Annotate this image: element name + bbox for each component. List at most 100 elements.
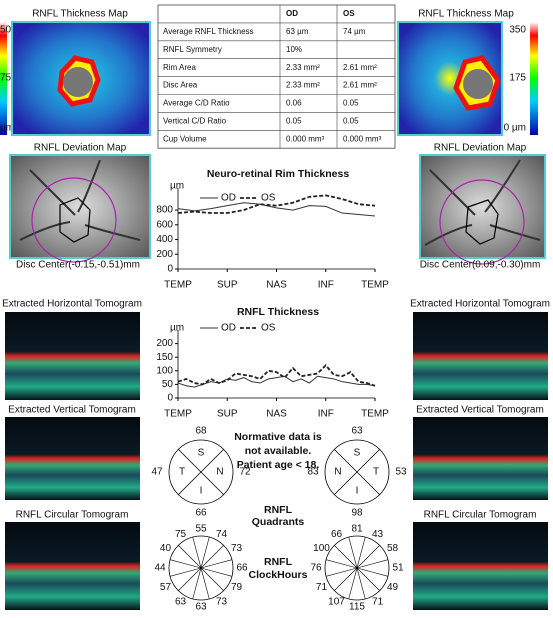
quadrant-value: 53	[395, 467, 407, 478]
clock-divider	[348, 567, 358, 599]
clock-value: 76	[310, 563, 322, 574]
quadrant-circle	[168, 439, 234, 505]
clock-value: 55	[195, 524, 207, 535]
clock-value: 66	[331, 529, 343, 540]
deviation-map	[9, 154, 151, 263]
clock-value: 71	[372, 596, 384, 607]
x-tick-label: TEMP	[164, 409, 192, 420]
clock-value: 71	[316, 582, 328, 593]
clock-value: 57	[160, 582, 172, 593]
clock-divider	[356, 537, 366, 569]
section-title: Quadrants	[252, 516, 305, 528]
quadrant-value: 98	[351, 508, 363, 519]
table-cell: 0.05	[286, 116, 302, 125]
table-cell: 0.05	[343, 116, 359, 125]
clock-divider	[356, 559, 388, 569]
clock-divider	[326, 567, 358, 577]
table-cell: 2.61 mm²	[343, 81, 377, 90]
clock-divider	[356, 567, 366, 599]
y-tick-label: 0	[167, 264, 173, 275]
section-title: RNFL	[264, 504, 293, 516]
thickness-map	[397, 21, 503, 136]
disc-center: Disc Center(0.09,-0.30)mm	[420, 260, 541, 271]
note: Patient age < 18.	[237, 459, 320, 471]
clock-value: 63	[175, 596, 187, 607]
quadrant-value: 72	[239, 467, 251, 478]
y-axis-label: µm	[170, 323, 184, 334]
x-tick-label: INF	[318, 280, 334, 291]
disc-center: Disc Center(-0.15,-0.51)mm	[16, 260, 140, 271]
quadrant-letter: T	[373, 467, 379, 478]
table-cell: 2.61 mm²	[343, 63, 377, 72]
y-tick-label: 50	[162, 379, 174, 390]
scale-label: 75	[0, 73, 12, 84]
panel-title: Extracted Vertical Tomogram	[416, 405, 544, 416]
clock-divider	[356, 567, 388, 577]
y-tick-label: 200	[156, 249, 173, 260]
quadrant-circle	[324, 439, 390, 505]
clock-value: 44	[154, 563, 166, 574]
quadrant-letter: T	[179, 467, 185, 478]
x-tick-label: SUP	[217, 280, 238, 291]
clock-circle	[168, 535, 234, 601]
chart-title: RNFL Thickness	[237, 306, 319, 318]
quadrant-value: 63	[351, 426, 363, 437]
scale-label: 50	[0, 25, 12, 36]
panel-title: RNFL Thickness Map	[32, 9, 128, 20]
panel-title: RNFL Deviation Map	[434, 143, 527, 154]
clock-divider	[200, 567, 224, 591]
panel-title: RNFL Thickness Map	[418, 9, 514, 20]
clock-divider	[192, 537, 202, 569]
chart-title: Neuro-retinal Rim Thickness	[207, 168, 350, 180]
tomogram	[5, 417, 140, 500]
table-header: OD	[286, 9, 298, 18]
table-cell: 0.000 mm³	[286, 134, 325, 143]
legend-label: OD	[221, 323, 236, 334]
quadrant-value: 47	[151, 467, 163, 478]
y-tick-label: 0	[167, 393, 173, 404]
clock-divider	[178, 545, 202, 569]
series-line	[177, 364, 376, 387]
scale-label: µm	[0, 123, 14, 134]
x-tick-label: TEMP	[361, 280, 389, 291]
clock-divider	[326, 559, 358, 569]
tomogram	[5, 522, 140, 610]
table-cell: 63 µm	[286, 27, 309, 36]
quadrant-value: 66	[195, 508, 207, 519]
clock-divider	[200, 567, 210, 599]
clock-value: 75	[175, 529, 187, 540]
panel-title: RNFL Deviation Map	[34, 143, 127, 154]
y-tick-label: 400	[156, 234, 173, 245]
series-line	[177, 194, 376, 214]
thickness-map	[11, 21, 151, 136]
panel-title: Extracted Vertical Tomogram	[8, 405, 136, 416]
section-title: RNFL	[264, 556, 293, 568]
y-tick-label: 100	[156, 365, 173, 376]
note: not available.	[245, 445, 312, 457]
clock-divider	[170, 559, 202, 569]
table-cell: Average RNFL Thickness	[163, 27, 254, 36]
panel-title: Extracted Horizontal Tomogram	[2, 299, 142, 310]
table-cell: Disc Area	[163, 81, 198, 90]
deviation-map	[419, 154, 546, 265]
panel-title: Extracted Horizontal Tomogram	[410, 299, 550, 310]
section-title: ClockHours	[249, 569, 308, 581]
clock-value: 74	[216, 529, 228, 540]
legend-label: OS	[261, 193, 276, 204]
quadrant-divider	[334, 449, 380, 495]
tomogram	[413, 522, 548, 610]
table-cell: RNFL Symmetry	[163, 45, 222, 54]
clock-divider	[170, 567, 202, 577]
clock-divider	[192, 567, 202, 599]
table-cell: 74 µm	[343, 27, 366, 36]
tomogram	[5, 312, 140, 400]
legend-label: OD	[221, 193, 236, 204]
table-cell: 2.33 mm²	[286, 81, 320, 90]
quadrant-letter: I	[356, 486, 359, 497]
clock-value: 40	[160, 543, 172, 554]
clock-divider	[348, 537, 358, 569]
clock-value: 49	[387, 582, 399, 593]
clock-value: 79	[231, 582, 243, 593]
x-tick-label: SUP	[217, 409, 238, 420]
